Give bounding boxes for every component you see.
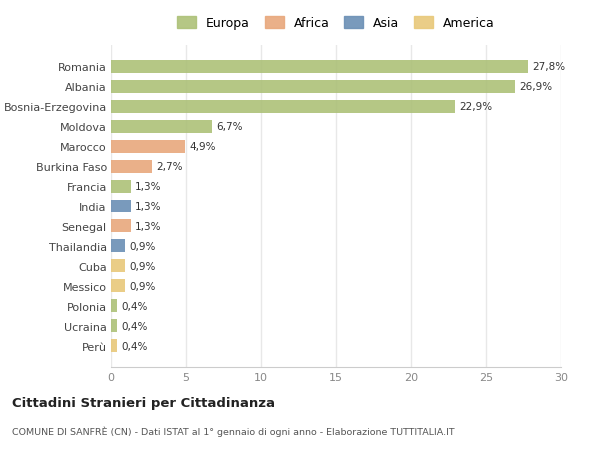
Text: 0,9%: 0,9% bbox=[129, 281, 155, 291]
Text: 0,9%: 0,9% bbox=[129, 261, 155, 271]
Bar bbox=[111, 140, 185, 153]
Bar bbox=[111, 80, 515, 93]
Bar bbox=[111, 220, 131, 233]
Bar bbox=[111, 200, 131, 213]
Bar bbox=[111, 180, 131, 193]
Text: 1,3%: 1,3% bbox=[135, 202, 161, 212]
Text: 0,4%: 0,4% bbox=[121, 301, 148, 311]
Text: Cittadini Stranieri per Cittadinanza: Cittadini Stranieri per Cittadinanza bbox=[12, 396, 275, 409]
Bar bbox=[111, 61, 528, 73]
Bar bbox=[111, 320, 117, 333]
Text: 0,9%: 0,9% bbox=[129, 241, 155, 252]
Text: 0,4%: 0,4% bbox=[121, 341, 148, 351]
Legend: Europa, Africa, Asia, America: Europa, Africa, Asia, America bbox=[173, 14, 499, 34]
Text: 22,9%: 22,9% bbox=[459, 102, 492, 112]
Bar bbox=[111, 240, 125, 253]
Bar bbox=[111, 120, 212, 133]
Bar bbox=[111, 160, 151, 173]
Text: 1,3%: 1,3% bbox=[135, 182, 161, 191]
Bar bbox=[111, 101, 455, 113]
Bar bbox=[111, 260, 125, 273]
Text: 27,8%: 27,8% bbox=[533, 62, 566, 72]
Text: COMUNE DI SANFRÈ (CN) - Dati ISTAT al 1° gennaio di ogni anno - Elaborazione TUT: COMUNE DI SANFRÈ (CN) - Dati ISTAT al 1°… bbox=[12, 425, 455, 436]
Text: 4,9%: 4,9% bbox=[189, 142, 215, 152]
Text: 2,7%: 2,7% bbox=[156, 162, 182, 172]
Text: 6,7%: 6,7% bbox=[216, 122, 242, 132]
Text: 0,4%: 0,4% bbox=[121, 321, 148, 331]
Text: 1,3%: 1,3% bbox=[135, 222, 161, 231]
Bar bbox=[111, 300, 117, 313]
Bar bbox=[111, 340, 117, 353]
Bar bbox=[111, 280, 125, 293]
Text: 26,9%: 26,9% bbox=[519, 82, 552, 92]
